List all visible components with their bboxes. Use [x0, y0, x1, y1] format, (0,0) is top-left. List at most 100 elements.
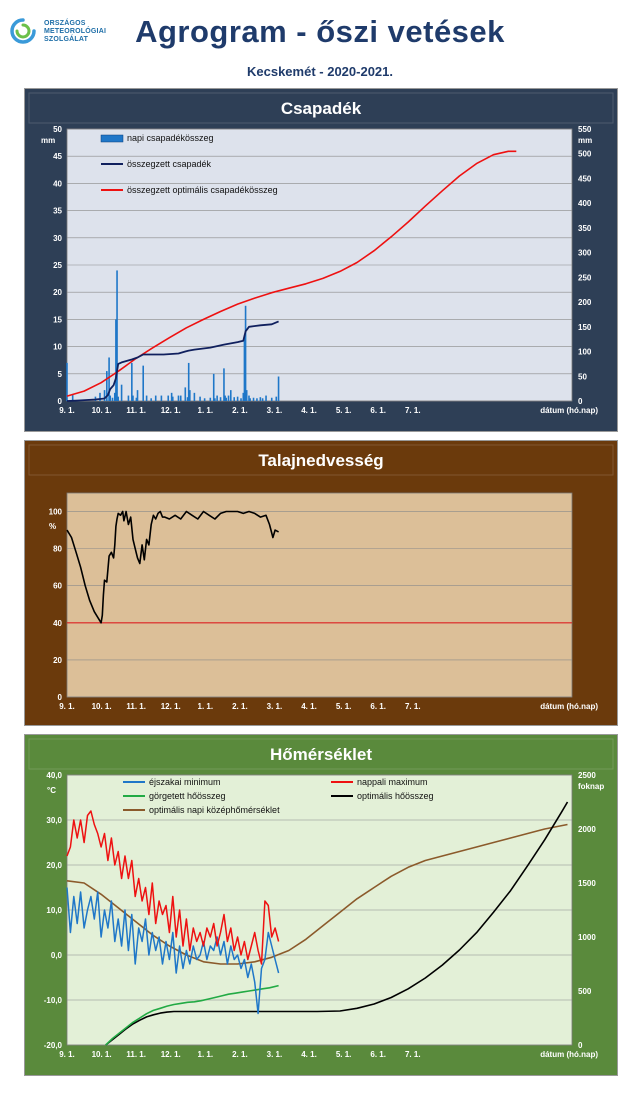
- x-tick-label: 1. 1.: [198, 702, 214, 711]
- precip-bar: [261, 398, 264, 401]
- x-tick-label: 4. 1.: [301, 702, 317, 711]
- precip-bar: [209, 397, 212, 401]
- x-tick-label: 6. 1.: [370, 1050, 386, 1059]
- x-tick-label: 9. 1.: [59, 1050, 75, 1059]
- precip-bar: [275, 396, 278, 401]
- temperature-chart: Hőmérséklet -20,0 -10,0 0,0 10,0 20,0 30,0 40,0…: [24, 734, 618, 1076]
- precip-bar: [120, 384, 123, 401]
- legend-label: nappali maximum: [357, 777, 428, 787]
- legend-label: összegzett csapadék: [127, 159, 212, 169]
- optimal-precip-line: [66, 150, 517, 397]
- y-tick-label: 0: [58, 693, 63, 702]
- precip-bar: [170, 392, 173, 401]
- x-tick-label: 4. 1.: [301, 406, 317, 415]
- y-tick-label: 0,0: [51, 951, 63, 960]
- precip-bar: [256, 398, 258, 401]
- x-tick-label: 10. 1.: [92, 702, 112, 711]
- plot-area: [66, 492, 573, 698]
- y-tick-label: 40,0: [46, 771, 62, 780]
- precip-bar: [242, 392, 245, 401]
- precip-bar: [132, 395, 134, 401]
- precip-bar: [199, 396, 201, 401]
- x-axis-label: dátum (hó.nap): [540, 406, 598, 415]
- soil-moisture-chart: Talajnedvesség 0 20 40 60 80 100% 9. 1. 10. 1. 11…: [24, 440, 618, 726]
- precip-bar: [187, 362, 190, 401]
- y-tick-label: 50: [53, 125, 62, 134]
- y2-tick-label: 350: [578, 224, 592, 233]
- logo-text: ORSZÁGOS METEOROLÓGIAI SZOLGÁLAT: [44, 20, 106, 44]
- precipitation-chart: Csapadék 0 5 10 15 20 25 30 35 40 45 50 mm 9. 1. 10. 1…: [24, 88, 618, 432]
- title-banner: [28, 738, 614, 770]
- precip-bar: [240, 398, 242, 401]
- y-tick-label: 40: [53, 619, 62, 628]
- y-tick-label: 80: [53, 545, 62, 554]
- precip-bar: [248, 395, 250, 401]
- x-tick-label: 2. 1.: [232, 1050, 248, 1059]
- precip-bar: [111, 397, 114, 401]
- x-tick-label: 3. 1.: [267, 702, 283, 711]
- precip-bar: [108, 357, 110, 401]
- y2-axis-unit: mm: [578, 136, 592, 145]
- precip-bar: [227, 395, 230, 401]
- y2-tick-label: 100: [578, 348, 592, 357]
- y-tick-label: 5: [58, 370, 63, 379]
- optimal-daily-mean-line: [66, 823, 568, 965]
- chart-title: Talajnedvesség: [258, 451, 383, 470]
- header: ORSZÁGOS METEOROLÓGIAI SZOLGÁLAT Agrogra…: [0, 0, 640, 88]
- x-tick-label: 7. 1.: [405, 1050, 421, 1059]
- cumulative-precip-line: [66, 320, 279, 402]
- optimal-heat-sum-line: [105, 801, 569, 1046]
- y-tick-label: 0: [58, 397, 63, 406]
- precip-bar: [103, 390, 106, 401]
- x-tick-label: 10. 1.: [92, 406, 112, 415]
- x-tick-label: 11. 1.: [126, 702, 146, 711]
- y2-tick-label: 2500: [578, 771, 596, 780]
- precip-bar: [106, 371, 108, 401]
- title-banner: [28, 444, 614, 476]
- x-tick-label: 1. 1.: [198, 1050, 214, 1059]
- y-tick-label: 60: [53, 582, 62, 591]
- legend-label: optimális hőösszeg: [357, 791, 434, 801]
- y-tick-label: 30,0: [46, 816, 62, 825]
- precip-bar: [66, 362, 68, 401]
- x-tick-label: 7. 1.: [405, 702, 421, 711]
- x-tick-label: 3. 1.: [267, 1050, 283, 1059]
- legend-label: napi csapadékösszeg: [127, 133, 214, 143]
- precip-bar: [160, 395, 163, 401]
- legend-swatch-bars: [100, 134, 124, 143]
- y2-tick-label: 2000: [578, 825, 596, 834]
- y2-tick-label: 200: [578, 298, 592, 307]
- y-tick-label: 20: [53, 656, 62, 665]
- x-tick-label: 11. 1.: [126, 1050, 146, 1059]
- x-tick-label: 12. 1.: [161, 406, 181, 415]
- y2-tick-label: 150: [578, 323, 592, 332]
- logo-line-3: SZOLGÁLAT: [44, 36, 89, 43]
- precip-bar: [193, 392, 196, 401]
- precip-bar: [244, 305, 247, 401]
- precip-bar: [116, 270, 118, 401]
- precip-bar: [136, 390, 139, 401]
- precip-bar: [270, 397, 273, 401]
- night-minimum-line: [66, 887, 280, 1015]
- y-tick-label: -10,0: [44, 996, 63, 1005]
- y2-tick-label: 500: [578, 987, 592, 996]
- page-title: Agrogram - őszi vetések: [135, 14, 505, 49]
- precip-bar: [115, 319, 117, 401]
- legend-label: összegzett optimális csapadékösszeg: [127, 185, 278, 195]
- precip-bar: [117, 396, 119, 401]
- legend-label: optimális napi középhőmérséklet: [149, 805, 280, 815]
- y-tick-label: 20: [53, 288, 62, 297]
- x-tick-label: 10. 1.: [92, 1050, 112, 1059]
- x-tick-label: 12. 1.: [161, 702, 181, 711]
- chart-title: Csapadék: [281, 99, 362, 118]
- precip-bar: [167, 395, 170, 401]
- precip-bar: [113, 392, 116, 401]
- title-banner: [28, 92, 614, 124]
- logo-line-2: METEOROLÓGIAI: [44, 28, 107, 35]
- y2-tick-label: 400: [578, 199, 592, 208]
- precip-bar: [135, 397, 138, 401]
- precip-bar: [229, 390, 232, 401]
- x-axis-label: dátum (hó.nap): [540, 1050, 598, 1059]
- precip-bar: [171, 396, 174, 401]
- y-tick-label: 40: [53, 179, 62, 188]
